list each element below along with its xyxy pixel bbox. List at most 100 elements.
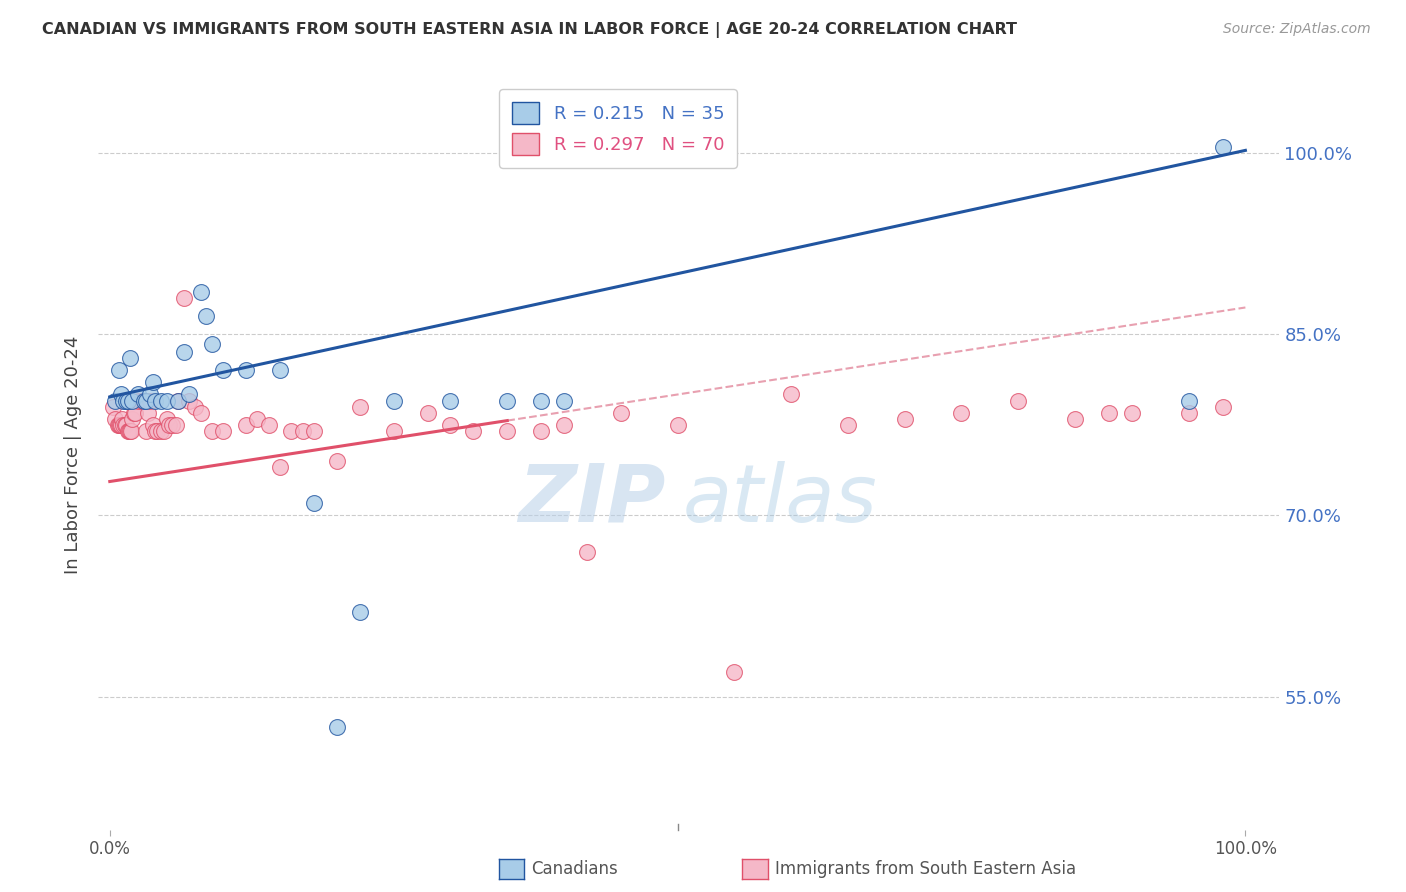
Point — [112, 417, 135, 432]
Point — [132, 393, 155, 408]
Point — [1212, 140, 1234, 154]
Point — [610, 406, 633, 420]
Point — [1212, 400, 1234, 414]
Point — [723, 665, 745, 680]
Y-axis label: In Labor Force | Age 20-24: In Labor Force | Age 20-24 — [65, 335, 83, 574]
Point — [108, 363, 131, 377]
Point — [143, 393, 166, 408]
Point — [127, 387, 149, 401]
Text: CANADIAN VS IMMIGRANTS FROM SOUTH EASTERN ASIA IN LABOR FORCE | AGE 20-24 CORREL: CANADIAN VS IMMIGRANTS FROM SOUTH EASTER… — [42, 22, 1017, 38]
Point — [463, 424, 485, 438]
Point — [1177, 406, 1199, 420]
Point — [117, 393, 139, 408]
Point — [349, 605, 371, 619]
Point — [302, 424, 325, 438]
Point — [121, 411, 143, 425]
Point — [121, 393, 143, 408]
Point — [103, 400, 125, 414]
Text: ZIP: ZIP — [517, 461, 665, 539]
Point — [118, 424, 141, 438]
Point — [173, 291, 195, 305]
Point — [138, 387, 160, 401]
Point — [575, 544, 598, 558]
Point — [439, 417, 461, 432]
Text: Source: ZipAtlas.com: Source: ZipAtlas.com — [1223, 22, 1371, 37]
Point — [195, 309, 218, 323]
Point — [110, 387, 132, 401]
Point — [269, 363, 291, 377]
Point — [138, 406, 160, 420]
Point — [553, 393, 575, 408]
Point — [120, 424, 142, 438]
Point — [190, 285, 212, 299]
Point — [496, 393, 519, 408]
Point — [1121, 406, 1143, 420]
Point — [416, 406, 439, 420]
Point — [117, 424, 139, 438]
Point — [149, 424, 172, 438]
Text: atlas: atlas — [683, 461, 877, 539]
Point — [439, 393, 461, 408]
Point — [157, 417, 180, 432]
Text: Canadians: Canadians — [531, 860, 619, 878]
Point — [1177, 393, 1199, 408]
Point — [235, 363, 257, 377]
Point — [142, 376, 165, 390]
Point — [530, 424, 553, 438]
Point — [132, 393, 155, 408]
Point — [110, 417, 132, 432]
Point — [326, 454, 349, 468]
Point — [107, 417, 129, 432]
Point — [190, 406, 212, 420]
Point — [155, 393, 177, 408]
Point — [280, 424, 302, 438]
Point — [837, 417, 859, 432]
Point — [201, 336, 224, 351]
Point — [201, 424, 224, 438]
Point — [179, 393, 201, 408]
Point — [104, 411, 127, 425]
Point — [120, 424, 142, 438]
Point — [530, 393, 553, 408]
Point — [114, 393, 136, 408]
Legend: R = 0.215   N = 35, R = 0.297   N = 70: R = 0.215 N = 35, R = 0.297 N = 70 — [499, 89, 737, 168]
Point — [155, 411, 177, 425]
Point — [114, 417, 136, 432]
Point — [124, 406, 146, 420]
Point — [269, 460, 291, 475]
Point — [142, 417, 165, 432]
Point — [382, 393, 405, 408]
Point — [496, 424, 519, 438]
Point — [257, 417, 280, 432]
Text: Immigrants from South Eastern Asia: Immigrants from South Eastern Asia — [775, 860, 1076, 878]
Point — [893, 411, 915, 425]
Point — [235, 417, 257, 432]
Point — [1098, 406, 1121, 420]
Point — [1064, 411, 1087, 425]
Point — [146, 424, 169, 438]
Point — [302, 496, 325, 510]
Point — [349, 400, 371, 414]
Point — [165, 417, 187, 432]
Point — [212, 424, 235, 438]
Point — [135, 424, 157, 438]
Point — [143, 424, 166, 438]
Point — [212, 363, 235, 377]
Point — [780, 387, 803, 401]
Point — [104, 393, 127, 408]
Point — [138, 393, 160, 408]
Point — [1007, 393, 1029, 408]
Point — [184, 400, 207, 414]
Point — [115, 393, 138, 408]
Point — [173, 345, 195, 359]
Point — [179, 387, 201, 401]
Point — [120, 351, 142, 366]
Point — [162, 417, 183, 432]
Point — [326, 720, 349, 734]
Point — [167, 393, 190, 408]
Point — [114, 417, 136, 432]
Point — [167, 393, 190, 408]
Point — [666, 417, 689, 432]
Point — [950, 406, 973, 420]
Point — [135, 393, 157, 408]
